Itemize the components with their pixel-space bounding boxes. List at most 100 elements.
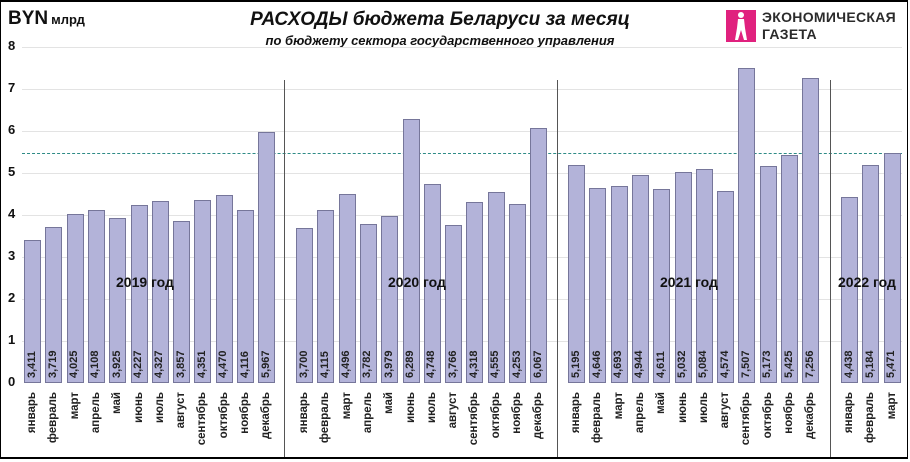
bar: 7,507 — [738, 67, 756, 383]
month-label: июнь — [132, 392, 145, 423]
bar-value-label: 6,067 — [531, 350, 544, 378]
bar-value-label: 4,496 — [340, 350, 353, 378]
bar-value-label: 3,857 — [174, 350, 187, 378]
month-label: сентябрь — [740, 392, 753, 446]
bar: 3,782 — [359, 224, 377, 383]
month-label: октябрь — [489, 392, 502, 439]
bar-value-label: 5,195 — [569, 350, 582, 378]
bar-value-label: 3,979 — [382, 350, 395, 378]
month-label: декабрь — [532, 392, 545, 440]
bar-value-label: 3,766 — [446, 350, 459, 378]
bar-value-label: 4,555 — [489, 350, 502, 378]
bar: 3,766 — [445, 224, 463, 383]
month-label: август — [175, 392, 188, 429]
bar: 3,925 — [109, 218, 127, 383]
year-separator — [284, 80, 285, 457]
bar: 4,227 — [130, 205, 148, 383]
bar-value-label: 4,470 — [217, 350, 230, 378]
month-label: февраль — [319, 392, 332, 444]
month-label: сентябрь — [468, 392, 481, 446]
logo-line-1: ЭКОНОМИЧЕСКАЯ — [762, 9, 897, 25]
gridline — [22, 215, 902, 216]
bar: 4,496 — [338, 194, 356, 383]
bar: 5,184 — [862, 165, 880, 383]
month-label: август — [719, 392, 732, 429]
unit-currency: BYN — [8, 8, 49, 29]
bar-value-label: 5,425 — [782, 350, 795, 378]
bar-value-label: 4,351 — [195, 350, 208, 378]
bar: 7,256 — [802, 78, 820, 383]
month-label: март — [68, 392, 81, 420]
bar: 4,574 — [717, 190, 735, 383]
y-tick-label: 0 — [8, 374, 16, 389]
month-label: ноябрь — [783, 392, 795, 434]
month-label: май — [655, 392, 668, 414]
bar: 4,115 — [317, 210, 335, 383]
month-label: июль — [697, 392, 710, 423]
bar-value-label: 5,084 — [697, 350, 710, 378]
year-label: 2019 год — [116, 274, 174, 290]
gridline — [22, 173, 902, 174]
y-tick-label: 2 — [8, 290, 16, 305]
month-label: апрель — [361, 392, 374, 434]
month-label: ноябрь — [239, 392, 251, 434]
month-label: февраль — [864, 392, 877, 444]
bar: 5,195 — [568, 164, 585, 383]
year-separator — [830, 80, 831, 457]
bar: 5,084 — [695, 169, 713, 383]
bar: 3,857 — [173, 221, 191, 383]
bar: 4,470 — [215, 195, 233, 383]
bar-value-label: 6,289 — [404, 350, 416, 378]
bar: 4,693 — [610, 185, 628, 383]
bar: 4,108 — [87, 210, 105, 383]
month-label: январь — [26, 392, 38, 434]
bar: 3,979 — [381, 215, 399, 383]
month-label: сентябрь — [196, 392, 209, 446]
month-label: июнь — [676, 392, 689, 423]
bar: 4,646 — [589, 187, 607, 383]
bar-value-label: 7,256 — [803, 350, 816, 378]
y-tick-label: 6 — [8, 122, 16, 137]
bar: 4,351 — [194, 200, 212, 383]
month-label: август — [447, 392, 460, 429]
bar-value-label: 5,967 — [259, 350, 272, 378]
bar: 4,327 — [151, 201, 169, 383]
gridline — [22, 131, 902, 132]
month-label: декабрь — [260, 392, 273, 440]
bar-value-label: 4,318 — [467, 350, 480, 378]
month-label: январь — [570, 392, 582, 434]
bar: 3,700 — [296, 227, 313, 383]
year-label: 2020 год — [388, 274, 446, 290]
month-label: март — [340, 392, 353, 420]
chart-title: РАСХОДЫ бюджета Беларуси за месяц — [250, 9, 630, 30]
bar-value-label: 4,116 — [238, 351, 251, 378]
bar-value-label: 4,944 — [633, 350, 646, 378]
month-label: январь — [843, 392, 855, 434]
bar: 4,438 — [841, 196, 858, 383]
month-label: май — [111, 392, 124, 414]
bar-value-label: 4,253 — [510, 350, 523, 378]
month-label: июль — [153, 392, 166, 423]
bar-value-label: 4,327 — [153, 350, 166, 378]
month-label: апрель — [89, 392, 102, 434]
month-label: июнь — [404, 392, 417, 423]
year-label: 2022 год — [838, 274, 896, 290]
bar-value-label: 3,782 — [361, 350, 374, 378]
y-tick-label: 8 — [8, 38, 16, 53]
y-tick-label: 5 — [8, 164, 16, 179]
month-label: февраль — [47, 392, 60, 444]
bar-value-label: 4,438 — [842, 350, 855, 378]
year-separator — [557, 80, 558, 457]
bar: 4,318 — [466, 201, 484, 383]
y-tick-label: 7 — [8, 80, 16, 95]
y-tick-label: 3 — [8, 248, 16, 263]
bar: 6,289 — [402, 118, 420, 383]
bar: 3,719 — [45, 226, 63, 383]
gridline — [22, 89, 902, 90]
bar: 4,555 — [487, 191, 505, 383]
bar-value-label: 3,925 — [110, 350, 123, 378]
bar: 3,411 — [24, 239, 41, 383]
bar-value-label: 5,471 — [885, 350, 898, 378]
bar-value-label: 4,227 — [132, 350, 144, 378]
